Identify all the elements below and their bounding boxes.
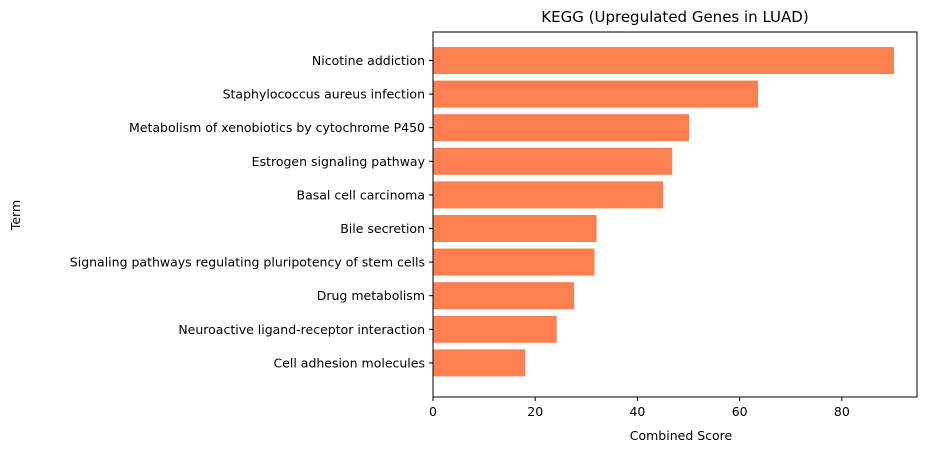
- y-tick-label: Nicotine addiction: [312, 53, 425, 68]
- x-tick-label: 0: [429, 404, 437, 419]
- bar: [433, 282, 575, 310]
- y-tick-label: Bile secretion: [340, 221, 425, 236]
- x-tick-label: 40: [629, 404, 645, 419]
- y-tick-label: Cell adhesion molecules: [273, 355, 425, 370]
- bar: [433, 80, 759, 108]
- x-tick-label: 80: [834, 404, 850, 419]
- y-ticks-group: Nicotine addiction Staphylococcus aureus …: [70, 53, 433, 370]
- bar: [433, 315, 557, 343]
- bars-group: [433, 47, 895, 377]
- y-axis-title: Term: [8, 200, 23, 231]
- bar: [433, 47, 895, 74]
- y-tick-label: Neuroactive ligand-receptor interaction: [178, 322, 425, 337]
- x-axis-title: Combined Score: [630, 428, 733, 443]
- bar: [433, 349, 525, 377]
- x-tick-label: 20: [527, 404, 543, 419]
- y-tick-label: Estrogen signaling pathway: [252, 154, 426, 169]
- y-tick-label: Drug metabolism: [317, 288, 425, 303]
- y-tick-label: Staphylococcus aureus infection: [223, 87, 425, 102]
- x-ticks-group: 0 20 40 60 80: [429, 397, 850, 419]
- plot-frame: [432, 31, 918, 398]
- bar: [433, 248, 595, 276]
- y-tick-label: Basal cell carcinoma: [297, 187, 426, 202]
- y-tick-label: Signaling pathways regulating pluripoten…: [70, 255, 425, 270]
- x-tick-label: 60: [732, 404, 748, 419]
- bar: [433, 147, 673, 175]
- chart-title: KEGG (Upregulated Genes in LUAD): [541, 8, 808, 26]
- bar: [433, 181, 663, 209]
- y-tick-label: Metabolism of xenobiotics by cytochrome …: [129, 120, 425, 135]
- bar: [433, 114, 690, 142]
- bar: [433, 215, 597, 242]
